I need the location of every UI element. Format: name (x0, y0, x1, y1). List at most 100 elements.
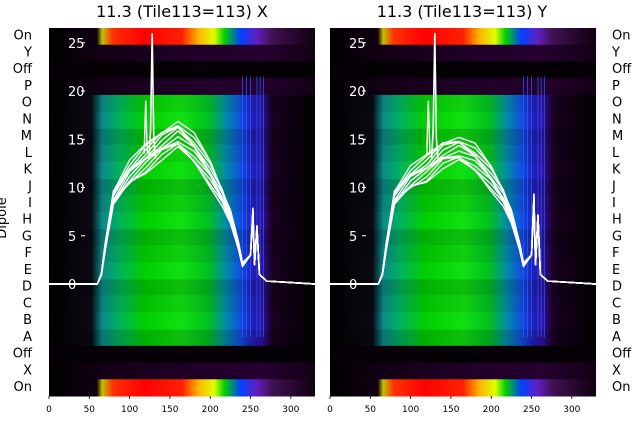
dipole-label: K (612, 163, 621, 178)
heatmap-row (330, 329, 596, 347)
x-tick-label: 0 (46, 405, 52, 415)
heatmap-row (49, 111, 315, 129)
dipole-label: F (25, 246, 32, 261)
dipole-label: N (612, 112, 622, 127)
heatmap-row (330, 111, 596, 129)
dipole-label: L (25, 146, 33, 161)
heatmap-row (49, 145, 315, 163)
heatmap-row (330, 28, 596, 46)
heatmap-row (330, 128, 596, 146)
y-tick-label: 20 (68, 85, 85, 100)
dipole-label: On (612, 380, 630, 395)
dipole-label: P (612, 79, 620, 94)
dipole-label: Off (612, 347, 632, 362)
heatmap-row (330, 61, 596, 79)
dipole-label: D (22, 280, 32, 295)
panel-x: 11.3 (Tile113=113) X Dipole 0 5 10 15 20 25 O… (0, 2, 316, 415)
y-tick-label: 0 (68, 278, 76, 293)
trace-spike (148, 33, 157, 159)
dipole-label: Y (23, 45, 32, 60)
dipole-label: F (612, 246, 619, 261)
heatmap-row (49, 362, 315, 380)
heatmap-row (330, 145, 596, 163)
x-tick-label: 300 (282, 405, 299, 415)
heatmap-row (49, 212, 315, 230)
heatmap-row (49, 28, 315, 46)
heatmap-row (330, 212, 596, 230)
heatmap-row (330, 228, 596, 246)
dipole-label: M (21, 129, 32, 144)
x-tick-label: 50 (365, 405, 377, 415)
dipole-label: B (23, 313, 32, 328)
heatmap-row (330, 312, 596, 330)
ytick-labels-x: 0 5 10 15 20 25 (68, 37, 85, 293)
dipole-label: X (23, 363, 32, 378)
ytick-labels-y: 0 5 10 15 20 25 (349, 37, 366, 293)
x-tick-label: 50 (84, 405, 96, 415)
x-tick-label: 200 (202, 405, 219, 415)
dipole-label: X (612, 363, 621, 378)
trace-spike (430, 33, 439, 159)
y-tick-label: 5 (349, 230, 357, 245)
x-tick-label: 300 (563, 405, 580, 415)
dipole-label: I (28, 196, 32, 211)
traces-x (49, 33, 316, 285)
heatmap-row (49, 61, 315, 79)
dipole-label: O (22, 96, 32, 111)
dipole-label: H (612, 213, 622, 228)
y-tick-label: 0 (349, 278, 357, 293)
chart-title-y: 11.3 (Tile113=113) Y (377, 2, 548, 21)
dipole-label: E (24, 263, 32, 278)
y-tick-label: 20 (349, 85, 366, 100)
trace-line (49, 120, 316, 285)
heatmap-row (330, 245, 596, 263)
chart-title-x: 11.3 (Tile113=113) X (96, 2, 268, 21)
y-tick-label: 10 (349, 182, 366, 197)
x-tick-label: 0 (327, 405, 333, 415)
heatmap-row (49, 228, 315, 246)
heatmap-row (330, 195, 596, 213)
dipole-label: K (23, 163, 32, 178)
traces-y (330, 33, 597, 285)
heatmap-y (330, 28, 596, 397)
y-axis-label: Dipole (0, 197, 10, 238)
heatmap-row (330, 161, 596, 180)
dipole-label: D (612, 280, 622, 295)
dipole-label: H (22, 213, 32, 228)
trace-line (330, 136, 597, 285)
y-tick-label: 25 (68, 37, 85, 52)
dipole-label: N (22, 112, 32, 127)
heatmap-row (49, 329, 315, 347)
heatmap-row (49, 128, 315, 146)
dipole-label: Off (612, 62, 632, 77)
dipole-label: C (612, 296, 621, 311)
x-tick-label: 150 (161, 405, 178, 415)
xtick-labels-x: 0 50 100 150 200 250 300 (46, 396, 300, 415)
dipole-label: I (612, 196, 616, 211)
dipole-label: J (27, 179, 32, 194)
x-tick-label: 250 (242, 405, 259, 415)
heatmap-row (330, 362, 596, 380)
heatmap-row (49, 44, 315, 62)
heatmap-row (49, 94, 315, 113)
y-tick-label: 25 (349, 37, 366, 52)
heatmap-row (49, 195, 315, 213)
heatmap-row (330, 278, 596, 297)
dipole-label: J (611, 179, 616, 194)
heatmap-row (49, 345, 315, 364)
heatmap-row (49, 245, 315, 263)
dipole-label: A (612, 330, 621, 345)
dipole-label: C (23, 296, 32, 311)
x-tick-label: 250 (523, 405, 540, 415)
heatmap-x (49, 28, 315, 397)
y-tick-label: 15 (349, 133, 366, 148)
heatmap-row (330, 94, 596, 113)
heatmap-row (49, 379, 315, 397)
y-tick-label: 15 (68, 133, 85, 148)
dipole-label: A (23, 330, 32, 345)
dipole-label: O (612, 96, 622, 111)
